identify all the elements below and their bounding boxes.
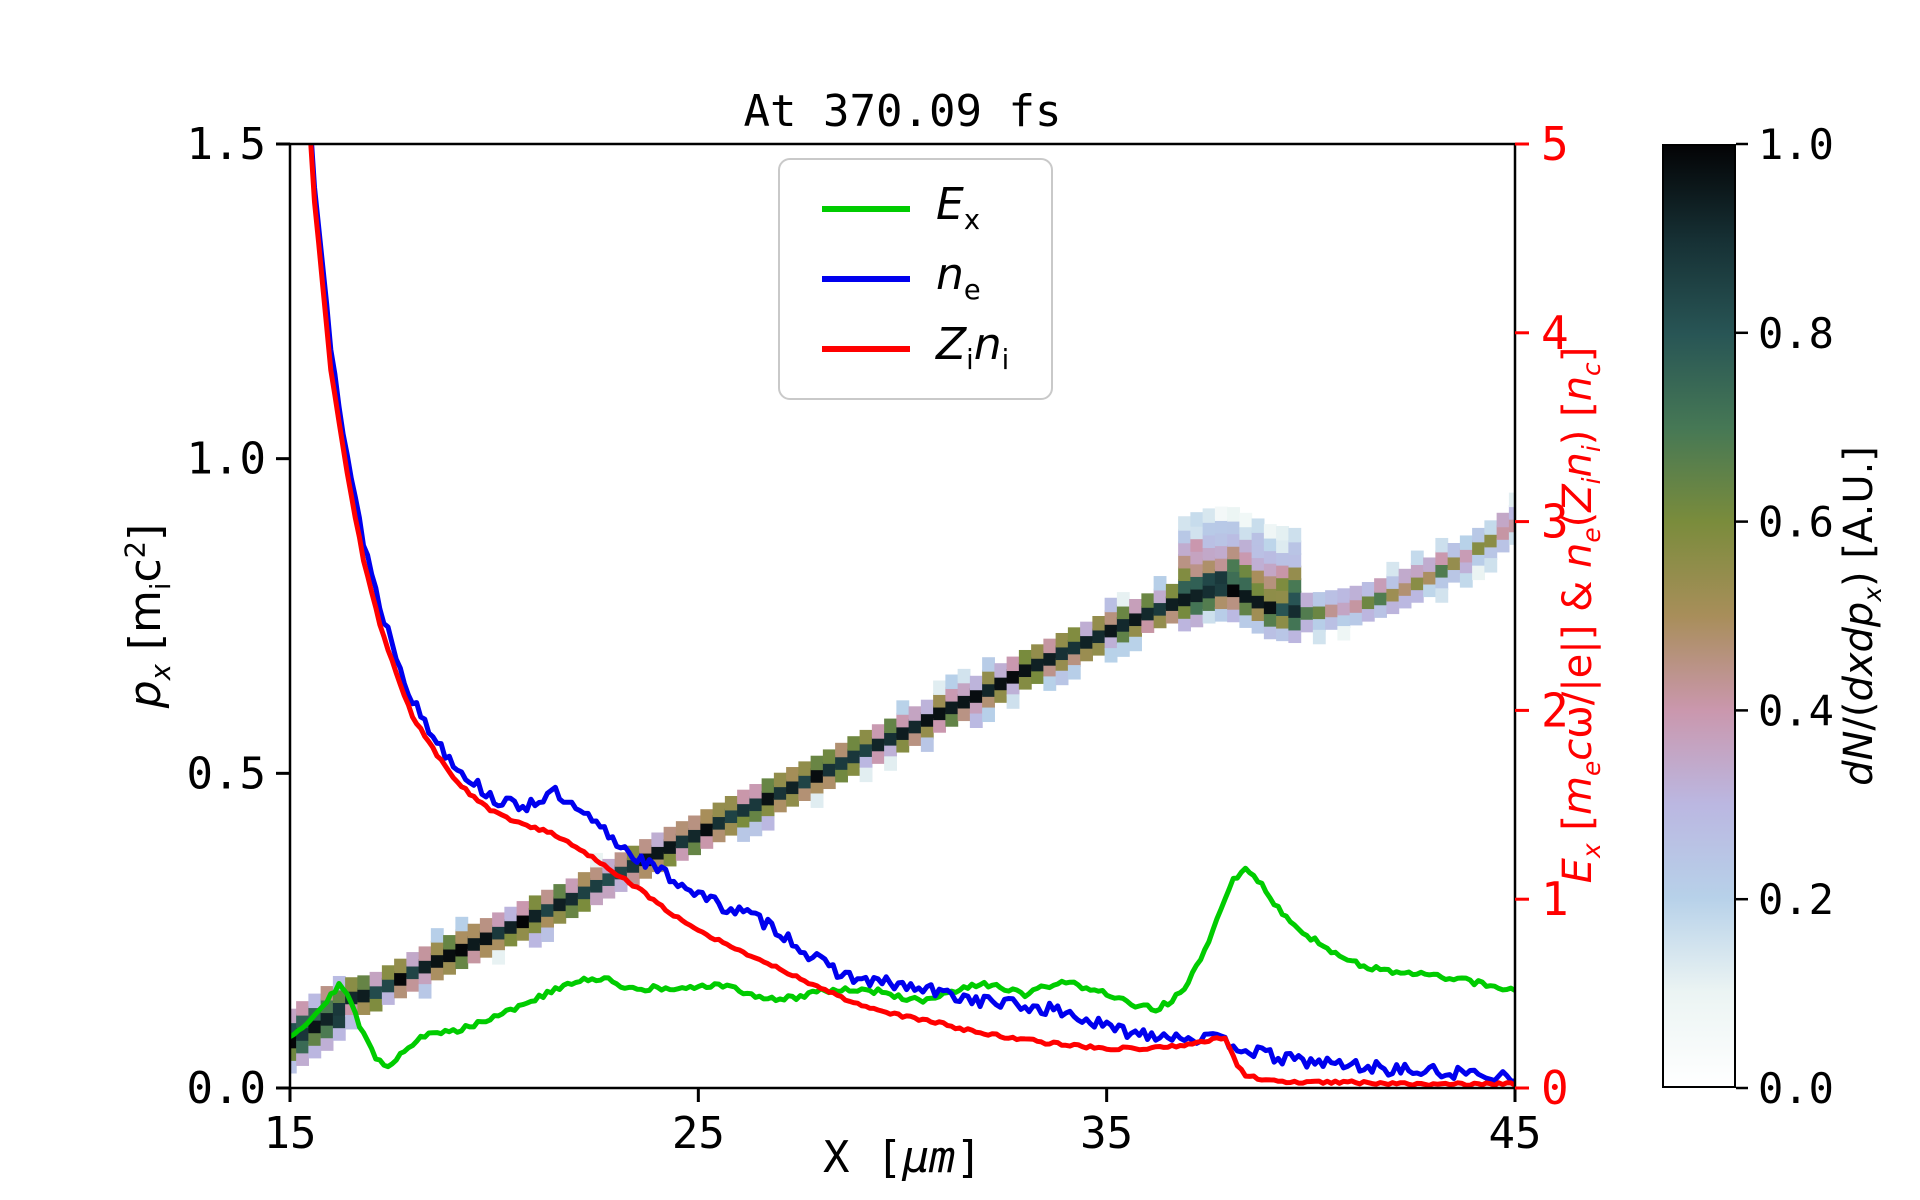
y-right-tick-label: 4 (1541, 306, 1569, 360)
x-axis-label: X [μm] (823, 1132, 982, 1183)
legend-item-ne: ne (822, 250, 1009, 308)
y-right-tick-label: 5 (1541, 117, 1569, 171)
line-ne (309, 144, 1515, 1084)
x-tick-label: 45 (1489, 1108, 1542, 1159)
y-left-ticks: 0.0 0.5 1.0 1.5 (187, 119, 290, 1114)
colorbar-label: dN/(dxdpx) [A.U.] (1836, 446, 1887, 786)
y-right-tick-label: 0 (1541, 1061, 1569, 1115)
y-right-tick-label: 2 (1541, 683, 1569, 737)
legend-label-ex: Ex (936, 179, 980, 237)
y-right-tick-label: 1 (1541, 872, 1569, 926)
colorbar-tick-label: 0.2 (1758, 875, 1834, 924)
x-axis-ticks: 15 25 35 45 (264, 1088, 1542, 1159)
series-lines (290, 144, 1515, 1088)
y-axis-label-right: Ex [mecω/|e|] & ne(Zini) [nc] (1555, 346, 1606, 884)
colorbar-tick-label: 1.0 (1758, 120, 1834, 169)
chart-title: At 370.09 fs (743, 86, 1062, 137)
legend-item-zini: Zini (822, 320, 1009, 378)
legend-label-zini: Zini (936, 319, 1010, 377)
colorbar-ticks: 0.0 0.2 0.4 0.6 0.8 1.0 (1736, 120, 1834, 1113)
x-tick-label: 25 (672, 1108, 725, 1159)
colorbar-tick-label: 0.4 (1758, 686, 1834, 735)
y-right-ticks: 0 1 2 3 4 5 (1515, 117, 1569, 1115)
y-left-tick-label: 1.0 (187, 434, 266, 485)
y-left-tick-label: 1.5 (187, 119, 266, 170)
line-zini (308, 144, 1515, 1088)
colorbar-tick-label: 0.0 (1758, 1064, 1834, 1113)
colorbar-tick-label: 0.6 (1758, 498, 1834, 547)
legend: Ex ne Zini (778, 158, 1054, 400)
legend-line-sample-zini (822, 346, 910, 352)
y-left-tick-label: 0.0 (187, 1063, 266, 1114)
line-ex (290, 865, 1515, 1070)
colorbar-tick-label: 0.8 (1758, 309, 1834, 358)
x-tick-label: 15 (264, 1108, 317, 1159)
legend-label-ne: ne (936, 249, 981, 307)
legend-item-ex: Ex (822, 180, 1009, 238)
y-right-tick-label: 3 (1541, 495, 1569, 549)
y-left-tick-label: 0.5 (187, 748, 266, 799)
legend-line-sample-ex (822, 206, 910, 212)
legend-line-sample-ne (822, 276, 910, 282)
x-tick-label: 35 (1080, 1108, 1133, 1159)
y-axis-label-left: px [mic2] (120, 523, 177, 709)
colorbar-gradient (1662, 144, 1736, 1088)
plot-spines (288, 142, 1517, 1090)
